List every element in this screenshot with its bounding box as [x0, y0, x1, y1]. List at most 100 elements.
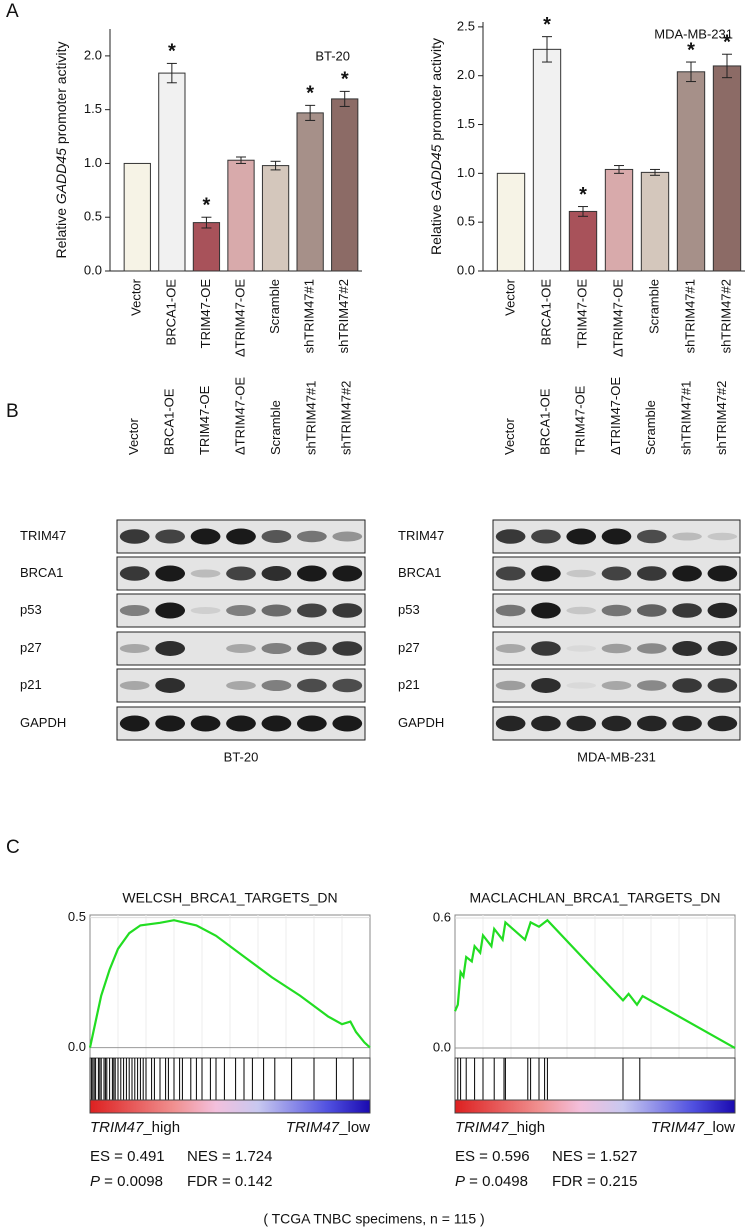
lane-label: shTRIM47#2	[339, 381, 354, 455]
band	[155, 565, 186, 582]
band	[332, 715, 363, 732]
protein-label: p53	[20, 602, 42, 617]
label-suffix: _high	[507, 1119, 545, 1136]
significance: *	[687, 39, 695, 61]
y-tick-label: 1.0	[84, 155, 102, 170]
band	[190, 607, 221, 614]
band	[636, 529, 667, 544]
band	[531, 565, 561, 582]
band	[601, 604, 632, 617]
significance: *	[579, 184, 587, 206]
rank-gradient	[89, 1099, 371, 1114]
stat: FDR = 0.215	[552, 1173, 637, 1190]
gene-name: TRIM47	[286, 1119, 340, 1136]
significance: *	[203, 195, 211, 217]
band	[155, 641, 186, 656]
footnote: ( TCGA TNBC specimens, n = 115 )	[263, 1211, 484, 1227]
lane-label: ΔTRIM47-OE	[232, 377, 247, 455]
band	[707, 565, 738, 582]
stat: FDR = 0.142	[187, 1173, 272, 1190]
plot-title: WELCSH_BRCA1_TARGETS_DN	[122, 890, 337, 906]
annotation: BT-20	[315, 48, 350, 63]
y-tick-label: 0.0	[433, 1039, 451, 1054]
bar	[123, 162, 151, 272]
band	[155, 529, 186, 544]
band	[296, 678, 327, 693]
band	[495, 644, 526, 653]
x-tick-label: Vector	[502, 278, 517, 316]
band	[332, 678, 363, 693]
x-tick-label: Vector	[129, 278, 144, 316]
band	[601, 566, 632, 581]
x-tick-label: shTRIM47#2	[718, 279, 733, 353]
band	[155, 715, 186, 732]
band	[119, 715, 150, 732]
band	[495, 604, 526, 617]
bar	[496, 172, 526, 272]
band	[531, 602, 561, 619]
band	[495, 529, 526, 544]
band	[601, 643, 632, 654]
band	[119, 681, 150, 690]
lane-label: TRIM47-OE	[197, 385, 212, 455]
p-symbol: P	[90, 1173, 100, 1190]
bar	[296, 112, 324, 272]
cell-line-label: BT-20	[224, 749, 259, 764]
band	[531, 715, 561, 732]
y-tick-label: 1.0	[457, 165, 475, 180]
y-tick-label: 0.5	[84, 209, 102, 224]
y-tick-label: 0.0	[84, 262, 102, 277]
y-tick-label: 0.5	[68, 909, 86, 924]
panel-label: C	[6, 837, 20, 858]
significance: *	[723, 32, 731, 54]
band	[332, 531, 363, 542]
y-axis-label-part: promoter activity	[428, 38, 444, 145]
band	[119, 644, 150, 653]
lane-label: Vector	[502, 417, 517, 455]
bar	[532, 48, 562, 272]
lane-label: shTRIM47#2	[714, 381, 729, 455]
band	[672, 603, 702, 618]
band	[155, 602, 186, 619]
lane-label: TRIM47-OE	[573, 385, 588, 455]
y-tick-label: 1.5	[457, 116, 475, 131]
band	[707, 641, 738, 656]
band	[261, 643, 292, 654]
band	[601, 681, 632, 690]
band	[261, 680, 292, 691]
bar	[158, 72, 186, 272]
significance: *	[543, 14, 551, 36]
band	[296, 565, 327, 582]
y-axis-label-part: GADD45	[428, 144, 444, 200]
protein-label: p21	[398, 677, 420, 692]
band	[332, 641, 363, 656]
x-tick-label: shTRIM47#1	[682, 279, 697, 353]
stat: ES = 0.596	[455, 1148, 530, 1165]
band	[119, 605, 150, 616]
band	[296, 603, 327, 618]
band	[495, 680, 526, 691]
bar	[568, 210, 598, 272]
y-tick-label: 2.0	[84, 47, 102, 62]
band	[672, 532, 702, 541]
band	[226, 566, 256, 581]
x-tick-label: shTRIM47#2	[336, 279, 351, 353]
protein-label: p53	[398, 602, 420, 617]
stat: NES = 1.527	[552, 1148, 637, 1165]
bar	[640, 171, 670, 272]
lane-label: shTRIM47#1	[679, 381, 694, 455]
bar	[331, 98, 359, 272]
protein-label: GAPDH	[398, 715, 444, 730]
gene-name: TRIM47	[651, 1119, 705, 1136]
band	[636, 566, 667, 581]
band	[672, 715, 702, 732]
band	[296, 715, 327, 732]
y-axis-label-part: Relative	[428, 201, 444, 255]
bar	[227, 159, 255, 272]
band	[190, 569, 221, 578]
band	[119, 566, 150, 581]
band	[226, 605, 256, 616]
lane-label: BRCA1-OE	[162, 388, 177, 455]
significance: *	[341, 69, 349, 91]
